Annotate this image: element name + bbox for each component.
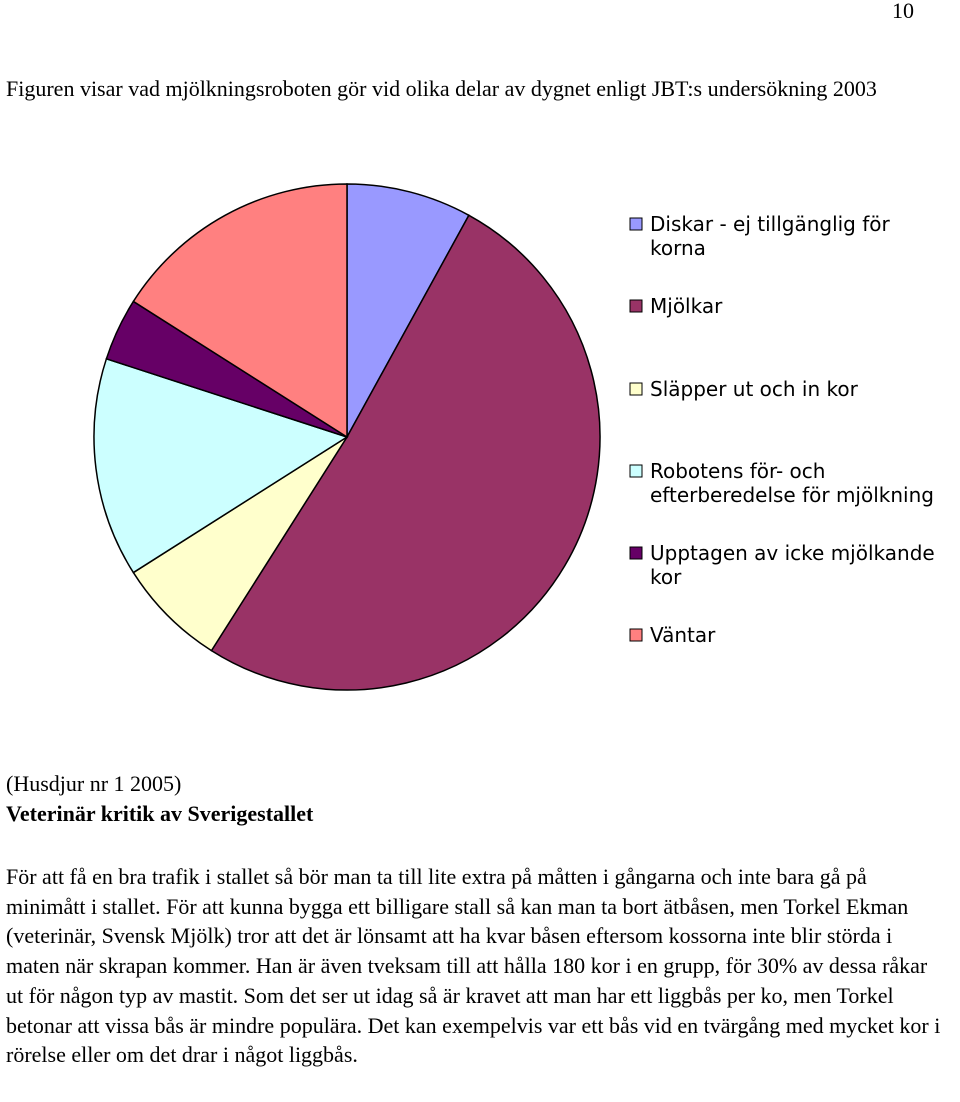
body-paragraph: För att få en bra trafik i stallet så bö… (6, 864, 941, 1068)
source-reference: (Husdjur nr 1 2005) (6, 771, 182, 796)
pie-slice-3 (132, 436, 348, 652)
legend-label-1-line-1: Diskar - ej tillgänglig för (650, 212, 891, 236)
legend-swatch-1 (629, 217, 643, 231)
page-number: 10 (892, 0, 914, 23)
legend-label-1-line-2: korna (650, 236, 706, 260)
legend-label-5-line-1: Upptagen av icke mjölkande (650, 541, 935, 565)
pie-chart: Diskar - ej tillgänglig för korna Mjölkar S… (0, 160, 960, 720)
pie-slice-2 (210, 214, 601, 691)
pie-slice-1 (346, 183, 470, 438)
legend-swatch-2 (629, 299, 643, 313)
legend-label-5-line-2: kor (650, 565, 682, 589)
legend-swatch-6 (629, 628, 643, 642)
pie-slice-6 (132, 183, 348, 439)
section-heading: Veterinär kritik av Sverigestallet (6, 801, 314, 826)
figure-caption: Figuren visar vad mjölkningsroboten gör … (6, 76, 877, 101)
legend-label-3-line-1: Släpper ut och in kor (650, 377, 859, 401)
legend-label-4-line-2: efterberedelse för mjölkning (650, 483, 934, 507)
pie-slice-4 (93, 357, 349, 574)
legend-label-4-line-1: Robotens för- och (650, 459, 825, 483)
legend-swatch-4 (629, 464, 643, 478)
legend-label-6-line-1: Väntar (650, 623, 716, 647)
legend-label-2-line-1: Mjölkar (650, 294, 723, 318)
legend-swatch-5 (629, 546, 643, 560)
pie-slices (93, 183, 601, 691)
legend-swatch-3 (629, 382, 643, 396)
